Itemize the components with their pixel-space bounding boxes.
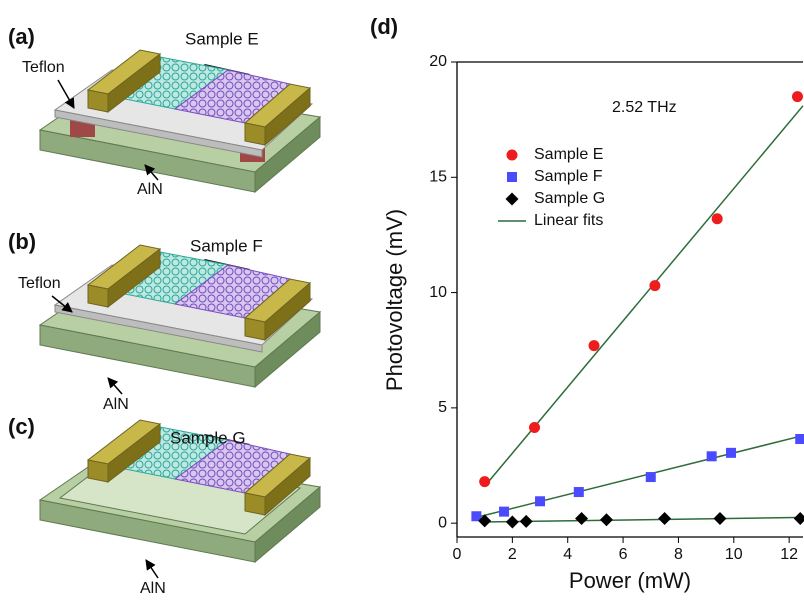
legend-label: Linear fits (534, 212, 603, 229)
data-point (713, 512, 727, 526)
x-axis-label: Power (mW) (569, 568, 691, 593)
data-point (519, 514, 533, 528)
data-point (471, 511, 482, 522)
teflon-label: Teflon (22, 59, 65, 76)
chart: (d) 2.52 THz Power (mW) Photovoltage (mV… (370, 14, 804, 593)
data-point (529, 421, 541, 433)
data-point (535, 496, 546, 507)
data-point (726, 447, 737, 458)
panel-label: (a) (8, 24, 35, 49)
y-tick-label: 0 (438, 514, 447, 531)
y-tick-label: 20 (429, 53, 447, 70)
substrate-label: AlN (140, 580, 166, 597)
legend-marker (505, 192, 519, 206)
data-point (793, 512, 804, 526)
data-point (499, 506, 510, 517)
data-point (505, 515, 519, 529)
legend-label: Sample F (534, 168, 603, 185)
y-tick-label: 10 (429, 284, 447, 301)
legend-marker (507, 172, 517, 182)
arrow (51, 295, 73, 313)
schematic-a: (a) Sample E Teflon AlN (8, 24, 321, 198)
substrate-label: AlN (137, 181, 163, 198)
y-tick-label: 5 (438, 399, 447, 416)
data-point (573, 487, 584, 498)
data-point (658, 512, 672, 526)
arrow (145, 559, 159, 579)
x-tick-label: 0 (453, 546, 462, 563)
teflon-label: Teflon (18, 275, 61, 292)
annotation: 2.52 THz (612, 99, 677, 116)
panel-label: (d) (370, 14, 398, 39)
data-point (599, 513, 613, 527)
arrow (144, 164, 159, 181)
fit-line (484, 516, 804, 523)
data-point (795, 434, 804, 445)
x-tick-label: 12 (780, 546, 798, 563)
x-tick-label: 8 (674, 546, 683, 563)
panel-label: (c) (8, 414, 35, 439)
x-tick-label: 6 (619, 546, 628, 563)
data-point (588, 340, 600, 352)
y-axis-label: Photovoltage (mV) (382, 209, 407, 391)
data-point (649, 280, 661, 292)
sample-title: Sample E (185, 29, 259, 48)
sample-title: Sample F (190, 236, 263, 255)
data-point (706, 451, 717, 462)
sample-title: Sample G (170, 428, 246, 447)
schematic-c: (c) Sample G AlN (8, 414, 321, 597)
legend-label: Sample G (534, 190, 605, 207)
x-tick-label: 4 (563, 546, 572, 563)
data-point (791, 91, 803, 103)
fit-line (476, 434, 804, 519)
data-point (645, 472, 656, 483)
x-tick-label: 2 (508, 546, 517, 563)
x-tick-label: 10 (725, 546, 743, 563)
fit-line (484, 105, 804, 487)
legend-marker (506, 149, 518, 161)
schematic-b: (b) Sample F Teflon AlN (8, 229, 321, 413)
y-tick-label: 15 (429, 169, 447, 186)
panel-label: (b) (8, 229, 36, 254)
data-point (575, 512, 589, 526)
data-point (479, 476, 491, 488)
data-point (478, 514, 492, 528)
arrow (57, 79, 75, 109)
legend-label: Sample E (534, 146, 603, 163)
substrate-label: AlN (103, 396, 129, 413)
data-point (711, 213, 723, 225)
arrow (107, 377, 123, 395)
